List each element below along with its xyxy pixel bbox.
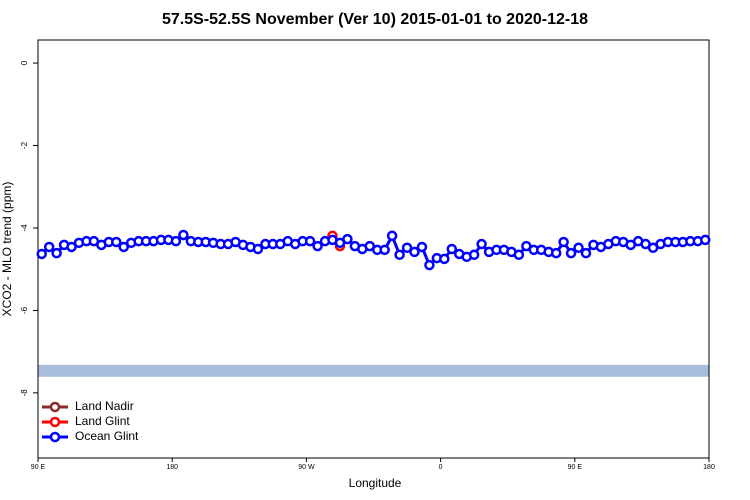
point	[424, 259, 435, 271]
legend-label: Ocean Glint	[75, 429, 139, 443]
y-tick-label: -4	[20, 224, 29, 232]
point	[118, 241, 129, 253]
point	[111, 236, 122, 248]
x-tick-label: 0	[439, 464, 443, 471]
point	[36, 248, 47, 260]
plot-frame	[37, 39, 710, 459]
point	[416, 241, 428, 253]
y-tick-label: -2	[20, 141, 29, 149]
point	[51, 247, 62, 259]
chart-title: 57.5S-52.5S November (Ver 10) 2015-01-01…	[162, 11, 588, 28]
legend-marker	[49, 416, 61, 428]
point	[43, 241, 55, 253]
point	[252, 243, 264, 255]
point	[565, 247, 577, 259]
legend-label: Land Glint	[75, 414, 130, 428]
x-tick-label: 90 W	[298, 464, 315, 471]
legend-marker	[49, 431, 61, 443]
point	[580, 247, 592, 259]
x-tick-label: 90 E	[568, 464, 583, 471]
legend-marker	[49, 401, 61, 413]
x-tick-label: 90 E	[31, 464, 46, 471]
x-axis-label: Longitude	[349, 476, 402, 490]
x-tick-label: 180	[703, 464, 715, 471]
point	[409, 246, 420, 258]
point	[394, 249, 405, 261]
y-tick-label: 0	[20, 60, 29, 65]
point	[379, 244, 390, 256]
point	[573, 242, 584, 254]
point	[304, 235, 316, 247]
point	[468, 249, 480, 261]
point	[476, 238, 487, 250]
point	[312, 240, 323, 252]
point	[700, 234, 711, 246]
point	[446, 243, 458, 255]
point	[550, 247, 562, 259]
y-axis-label: XCO2 - MLO trend (ppm)	[0, 182, 14, 317]
point	[558, 236, 569, 248]
y-tick-label: -6	[20, 306, 29, 314]
legend-label: Land Nadir	[75, 399, 134, 413]
point	[513, 249, 525, 261]
point	[342, 233, 353, 245]
point	[401, 242, 413, 254]
y-tick-label: -8	[20, 389, 29, 397]
point	[386, 230, 398, 242]
point	[178, 229, 189, 241]
point	[66, 241, 77, 253]
shaded-band	[38, 364, 709, 377]
point	[439, 253, 450, 265]
x-tick-label: 180	[166, 464, 178, 471]
point	[170, 235, 182, 247]
